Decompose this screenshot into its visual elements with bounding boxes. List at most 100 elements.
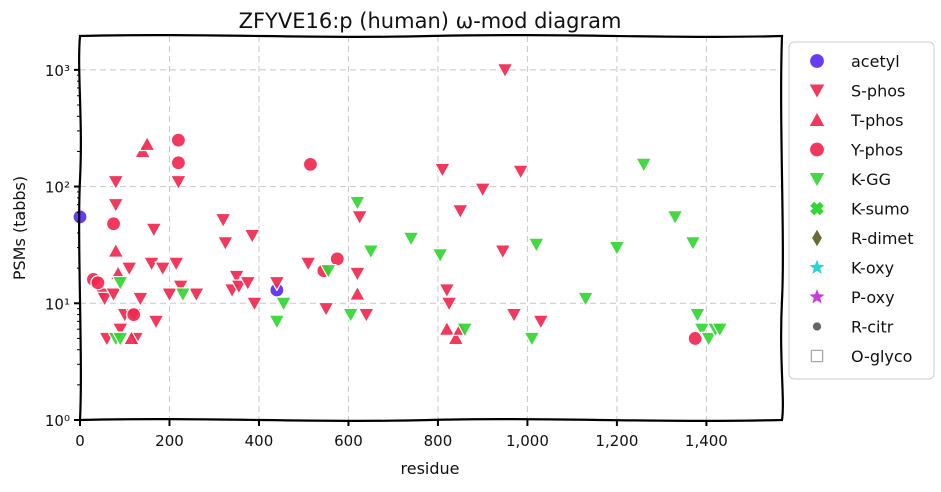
x-tick-label: 400 <box>245 432 274 450</box>
grid <box>80 36 782 420</box>
legend-label-k-oxy: K-oxy <box>851 259 894 278</box>
point-k-gg <box>275 296 292 312</box>
point-y-phos <box>687 330 703 347</box>
point-k-gg <box>635 157 653 173</box>
point-k-gg <box>362 244 380 260</box>
point-s-phos <box>105 287 122 303</box>
point-s-phos <box>143 256 160 272</box>
point-t-phos <box>138 136 156 152</box>
x-tick-label: 800 <box>424 432 453 450</box>
point-s-phos <box>107 174 125 191</box>
point-k-gg <box>666 210 684 226</box>
y-tick-label: 10² <box>45 179 70 197</box>
point-s-phos <box>161 287 178 303</box>
x-tick-label: 1,200 <box>595 432 638 450</box>
y-tick-label: 10¹ <box>45 295 70 313</box>
point-y-phos <box>170 155 187 171</box>
point-t-phos <box>349 285 366 301</box>
point-t-phos <box>123 330 140 346</box>
legend-marker-t-phos <box>808 111 826 128</box>
x-tick-label: 600 <box>334 432 363 450</box>
point-s-phos <box>145 222 163 238</box>
legend-label-y-phos: Y-phos <box>850 141 903 160</box>
point-s-phos <box>96 291 113 307</box>
point-k-gg <box>700 331 717 347</box>
point-s-phos <box>440 296 458 312</box>
legend-label-p-oxy: P-oxy <box>851 288 895 307</box>
point-s-phos <box>172 279 189 295</box>
point-k-gg <box>693 322 711 338</box>
point-t-phos <box>438 320 456 336</box>
point-k-gg <box>402 231 420 247</box>
point-k-gg <box>711 322 729 338</box>
point-s-phos <box>167 256 185 272</box>
legend-label-r-dimet: R-dimet <box>851 229 914 248</box>
point-t-phos <box>447 330 465 346</box>
point-y-phos <box>170 132 187 148</box>
point-s-phos <box>512 164 530 180</box>
legend: acetyl S-phos T-phos Y-phos K-GG K-sumo R-dime… <box>788 41 935 380</box>
point-s-phos <box>474 182 491 198</box>
point-s-phos <box>147 314 165 330</box>
point-s-phos <box>107 197 125 213</box>
y-tick-label: 10³ <box>45 62 70 80</box>
point-s-phos <box>230 279 248 295</box>
point-s-phos <box>132 291 149 307</box>
point-k-gg <box>608 240 626 256</box>
point-y-phos <box>329 251 345 267</box>
point-s-phos <box>452 204 469 220</box>
x-axis-label: residue <box>401 459 460 478</box>
point-s-phos <box>532 314 550 330</box>
x-tick-label: 0 <box>75 432 85 450</box>
point-t-phos <box>107 242 125 258</box>
point-s-phos <box>349 266 366 282</box>
data-points <box>72 63 729 347</box>
legend-label-o-glyco: O-glyco <box>851 347 912 366</box>
point-s-phos <box>111 322 129 338</box>
point-s-phos <box>120 261 138 277</box>
point-y-phos <box>302 156 319 172</box>
legend-marker-o-glyco <box>810 349 824 363</box>
legend-marker-k-gg <box>808 171 826 188</box>
y-tick-label: 10⁰ <box>45 412 70 430</box>
x-tick-label: 1,000 <box>506 432 549 450</box>
point-k-gg <box>528 237 545 253</box>
point-k-gg <box>684 236 702 252</box>
point-s-phos <box>217 236 234 252</box>
point-s-phos <box>434 162 451 178</box>
legend-marker-r-dimet <box>812 229 822 247</box>
legend-label-r-citr: R-citr <box>851 318 894 337</box>
legend-marker-y-phos <box>808 141 826 158</box>
legend-marker-p-oxy <box>809 289 825 304</box>
y-axis-label: PSMs (tabbs) <box>10 176 29 280</box>
point-k-gg <box>111 331 129 347</box>
point-k-gg <box>342 307 359 323</box>
point-s-phos <box>170 174 187 191</box>
point-k-gg <box>349 195 366 211</box>
point-y-phos <box>90 275 106 291</box>
legend-marker-acetyl <box>808 52 826 70</box>
point-k-gg <box>523 331 541 347</box>
point-s-phos <box>505 307 523 323</box>
point-y-phos <box>126 306 142 323</box>
point-k-gg <box>577 291 594 307</box>
legend-marker-r-citr <box>812 322 822 331</box>
point-y-phos <box>105 216 122 232</box>
point-s-phos <box>496 63 514 79</box>
point-s-phos <box>154 261 172 277</box>
point-s-phos <box>438 283 456 299</box>
point-k-gg <box>111 275 129 292</box>
point-k-gg <box>456 322 474 338</box>
legend-label-acetyl: acetyl <box>851 52 900 71</box>
legend-marker-k-sumo <box>810 201 824 216</box>
legend-label-t-phos: T-phos <box>850 111 904 130</box>
point-s-phos <box>299 256 317 272</box>
point-k-gg <box>174 287 192 303</box>
point-k-gg <box>268 314 286 330</box>
point-s-phos <box>268 275 286 292</box>
legend-label-k-gg: K-GG <box>851 170 891 189</box>
point-s-phos <box>214 212 232 229</box>
x-axis-ticks: 0 200 400 600 800 1,000 1,200 1,400 <box>75 420 728 450</box>
chart-title: ZFYVE16:p (human) ω-mod diagram <box>239 9 622 33</box>
point-k-gg <box>431 248 449 264</box>
